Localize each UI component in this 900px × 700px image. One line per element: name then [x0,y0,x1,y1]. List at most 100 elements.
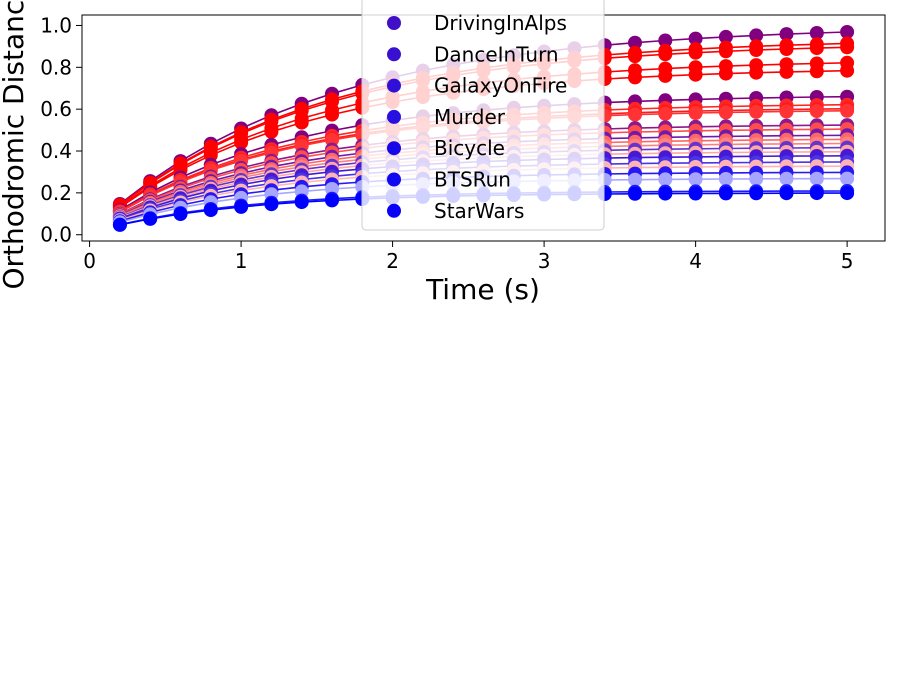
legend-entry: StarWars [387,199,524,223]
series-4-point [718,66,733,81]
series-4-point [234,135,249,150]
legend-entry: DrivingInAlps [387,11,567,35]
series-8-point [749,104,764,119]
legend-box [361,0,605,231]
x-tick-label: 4 [689,249,702,273]
series-4-point [809,64,824,79]
series-22-point [628,186,642,201]
series-22-point [143,211,158,226]
series-2-point [718,44,733,59]
legend-entry: GalaxyOnFire [387,74,567,98]
legend-marker [387,109,401,124]
series-20-point [325,182,339,196]
series-22-point [809,186,824,201]
series-22-point [112,217,127,232]
series-8-point [718,105,733,120]
series-2-point [688,45,703,60]
y-tick-label: 0.8 [40,55,72,79]
x-tick-label: 1 [235,249,248,273]
series-20-point [779,171,794,186]
series-0-point [688,31,703,46]
x-tick-label: 0 [83,249,96,273]
series-0-point [779,27,794,42]
series-4-point [840,63,855,78]
x-axis-title: Time (s) [425,273,540,306]
series-8-point [658,106,673,121]
series-8-point [628,107,642,122]
y-axis: 0.0 0.2 0.4 0.6 0.8 1.0 [40,13,82,247]
legend-marker [387,47,401,62]
series-4-point [628,70,642,85]
legend-marker [387,16,401,30]
series-22-point [840,186,855,201]
y-tick-label: 0.0 [40,223,72,247]
legend-marker [387,141,401,156]
series-22-point [749,186,764,201]
series-20-point [809,171,824,186]
legend-label: BTSRun [434,168,511,192]
series-2-point [840,40,855,55]
legend-entry: Bicycle [387,136,505,160]
x-axis: 0 1 2 3 4 5 [83,241,853,273]
series-22-point [658,186,673,201]
series-4-point [264,124,279,139]
legend-entry: BTSRun [387,168,511,192]
series-4-point [779,64,794,79]
legend-marker [387,78,401,93]
series-22-point [688,186,703,201]
series-22-point [325,193,339,208]
legend: DrivingInAlps DanceInTurn GalaxyOnFire Murd… [361,0,605,231]
legend-label: GalaxyOnFire [434,74,567,98]
x-tick-label: 2 [386,249,399,273]
y-axis-title: Orthodromic Distance [0,0,30,290]
series-20-point [628,172,642,187]
series-8-point [779,104,794,119]
series-4-point [688,67,703,82]
legend-label: Murder [434,105,506,129]
series-22-point [203,203,218,218]
series-22-point [173,207,188,221]
series-20-point [688,172,703,187]
legend-label: StarWars [434,199,524,223]
series-20-point [658,172,673,187]
series-4-point [325,107,339,122]
series-0-point [809,26,824,40]
series-2-point [628,49,642,64]
y-tick-label: 0.2 [40,181,72,205]
series-0-point [658,33,673,48]
series-22-point [234,199,249,214]
x-tick-label: 5 [841,249,854,273]
legend-marker [387,172,401,187]
series-0-point [718,29,733,44]
series-2-point [658,47,673,62]
series-22-point [718,186,733,201]
series-22-point [294,195,309,210]
legend-label: Bicycle [434,136,505,160]
series-20-point [749,171,764,186]
series-0-point [628,35,642,50]
y-tick-label: 0.4 [40,139,72,163]
series-8-point [809,104,824,119]
series-20-point [840,171,855,186]
legend-label: DanceInTurn [434,42,559,66]
series-4-point [749,65,764,80]
legend-label: DrivingInAlps [434,11,567,35]
series-4-point [658,68,673,83]
series-8-point [840,103,855,118]
series-0-point [749,28,764,43]
y-tick-label: 0.6 [40,97,72,121]
series-22-point [264,197,279,212]
series-2-point [809,41,824,56]
legend-entry: DanceInTurn [387,42,559,66]
x-tick-label: 3 [538,249,551,273]
series-8-point [325,132,339,147]
series-2-point [779,42,794,56]
series-0-point [840,25,855,39]
series-20-point [718,172,733,186]
legend-marker [387,203,401,218]
y-tick-label: 1.0 [40,13,72,37]
series-2-point [749,43,764,57]
legend-entry: Murder [387,105,506,129]
series-22-point [779,186,794,201]
